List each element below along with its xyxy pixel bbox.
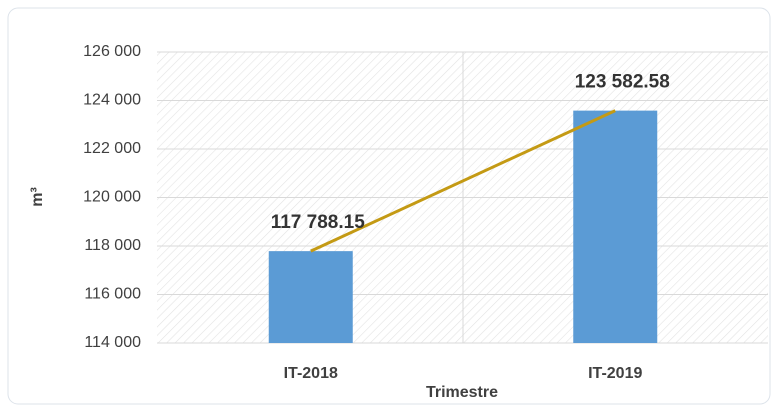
y-tick-label: 116 000: [84, 286, 141, 303]
y-tick-label: 124 000: [83, 92, 141, 109]
y-tick-label: 118 000: [84, 237, 141, 254]
trend-line: [310, 109, 616, 253]
y-tick-label: 122 000: [83, 140, 141, 157]
bar: [268, 251, 353, 343]
data-label: 123 582.58: [575, 72, 670, 93]
y-tick-label: 126 000: [83, 43, 141, 60]
data-label: 117 788.15: [271, 212, 365, 233]
bar: [573, 110, 658, 343]
y-tick-label: 114 000: [84, 334, 141, 351]
x-tick-label: IT-2018: [284, 365, 338, 382]
y-tick-label: 120 000: [83, 189, 141, 206]
x-axis-label: Trimestre: [426, 384, 498, 401]
y-axis-label: m³: [29, 187, 46, 207]
x-tick-label: IT-2019: [588, 365, 642, 382]
